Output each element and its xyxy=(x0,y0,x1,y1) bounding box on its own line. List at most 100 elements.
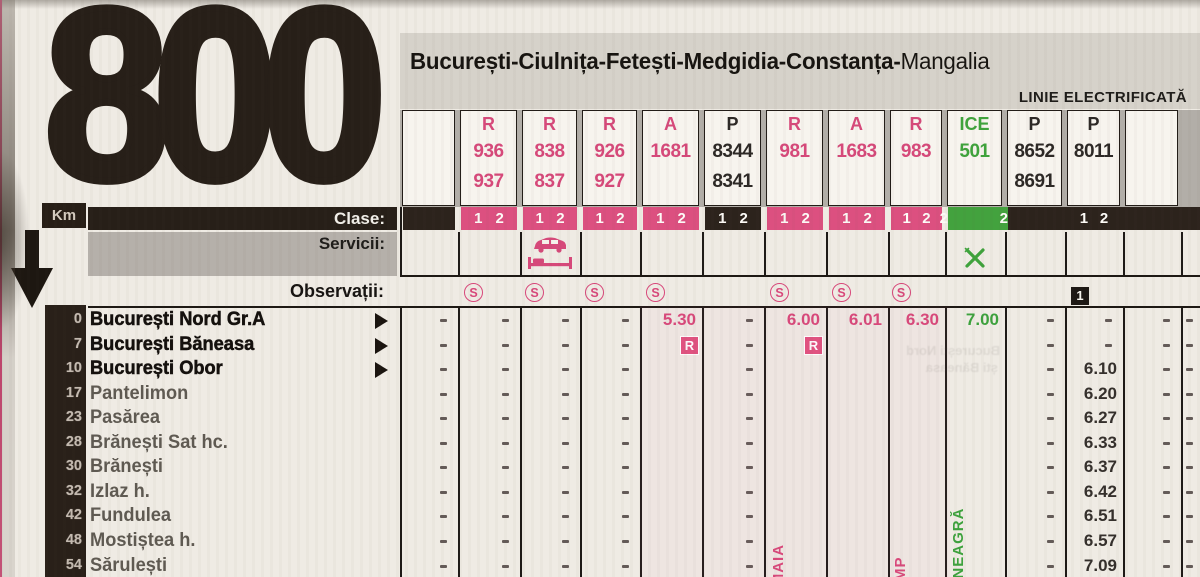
no-stop-dash xyxy=(622,392,629,396)
km-strip xyxy=(45,305,86,577)
no-stop-dash xyxy=(746,368,753,372)
no-stop-dash xyxy=(562,392,569,396)
column-rule xyxy=(520,232,522,276)
column-rule xyxy=(1123,306,1125,577)
no-stop-dash xyxy=(1186,319,1193,322)
no-stop-dash xyxy=(502,343,509,347)
clase-value: 2 xyxy=(922,210,931,227)
no-stop-dash xyxy=(746,441,753,445)
observation-s-symbol: S xyxy=(832,283,851,302)
no-stop-dash xyxy=(1163,441,1170,445)
train-number: 937 xyxy=(473,171,504,192)
column-rule xyxy=(458,232,460,276)
column-rule xyxy=(1181,232,1183,276)
train-number: 8011 xyxy=(1073,141,1114,162)
departure-time: 6.42 xyxy=(1083,481,1117,501)
no-stop-dash xyxy=(1047,319,1054,322)
scan-tint xyxy=(640,306,950,577)
train-number: 501 xyxy=(959,141,990,162)
station-km: 28 xyxy=(65,433,82,450)
no-stop-dash xyxy=(622,564,629,568)
no-stop-dash xyxy=(1047,564,1054,568)
no-stop-dash xyxy=(562,417,569,421)
no-stop-dash xyxy=(440,515,447,519)
no-stop-dash xyxy=(1186,515,1193,519)
no-stop-dash xyxy=(502,539,509,543)
no-stop-dash xyxy=(1105,343,1112,347)
station-km: 48 xyxy=(65,531,82,548)
route-title: București-Ciulnița-Fetești-Medgidia-Cons… xyxy=(410,48,990,75)
no-stop-dash xyxy=(440,392,447,396)
scan-left-edge xyxy=(0,0,15,577)
no-stop-dash xyxy=(1047,515,1054,519)
continuation-arrow-icon xyxy=(375,337,388,354)
no-stop-dash xyxy=(1163,515,1170,519)
column-rule xyxy=(764,306,766,577)
train-number: 927 xyxy=(594,171,625,192)
station-name: Brănești xyxy=(90,456,163,478)
clase-value: 1 xyxy=(535,210,544,227)
station-km: 42 xyxy=(65,507,82,524)
no-stop-dash xyxy=(562,539,569,543)
train-number: 837 xyxy=(534,171,565,192)
no-stop-dash xyxy=(746,319,753,322)
no-stop-dash xyxy=(1163,539,1170,543)
departure-time: 6.51 xyxy=(1083,506,1117,526)
no-stop-dash xyxy=(1105,319,1112,322)
station-km: 23 xyxy=(65,409,82,426)
no-stop-dash xyxy=(440,490,447,494)
clase-value: 2 xyxy=(1099,210,1109,227)
column-rule xyxy=(580,306,582,577)
sleeping-car-icon xyxy=(528,257,572,269)
train-number: 981 xyxy=(779,141,810,162)
reservation-required-icon: R xyxy=(804,336,823,355)
no-stop-dash xyxy=(502,319,509,322)
no-stop-dash xyxy=(502,441,509,445)
clase-cell xyxy=(403,207,455,230)
no-stop-dash xyxy=(746,564,753,568)
no-stop-dash xyxy=(440,343,447,347)
departure-time: 6.57 xyxy=(1083,530,1117,550)
column-rule xyxy=(1065,232,1067,276)
train-column-header xyxy=(1125,110,1178,206)
no-stop-dash xyxy=(1163,490,1170,494)
station-km: 32 xyxy=(65,482,82,499)
column-rule xyxy=(1005,232,1007,276)
no-stop-dash xyxy=(1047,539,1054,543)
departure-time: 6.33 xyxy=(1083,432,1117,452)
column-rule xyxy=(888,306,890,577)
observation-note-1: 1 xyxy=(1071,287,1089,305)
train-type: R xyxy=(788,114,801,134)
no-stop-dash xyxy=(1186,539,1193,543)
column-rule xyxy=(945,232,947,276)
train-type: A xyxy=(850,114,863,134)
continuation-arrow-icon xyxy=(375,313,388,329)
no-stop-dash xyxy=(1047,466,1054,470)
servicii-label: Servicii: xyxy=(88,232,397,276)
train-number: 936 xyxy=(473,141,504,162)
clase-value: 1 xyxy=(902,210,911,227)
train-column-header: R 936 937 xyxy=(460,110,517,206)
train-type: P xyxy=(1028,114,1041,134)
no-stop-dash xyxy=(562,564,569,568)
clase-value: 2 xyxy=(677,210,686,227)
no-stop-dash xyxy=(562,368,569,372)
no-stop-dash xyxy=(502,515,509,519)
clase-value: 1 xyxy=(842,210,851,227)
train-name-vertical: NEAGRĂ xyxy=(950,507,967,577)
no-stop-dash xyxy=(562,441,569,445)
station-km: 17 xyxy=(65,384,82,401)
train-number: 1683 xyxy=(836,141,877,162)
train-number: 926 xyxy=(594,141,625,162)
train-column-header xyxy=(402,110,455,206)
no-stop-dash xyxy=(502,417,509,421)
column-rule xyxy=(1005,306,1007,577)
column-rule xyxy=(888,232,890,276)
train-number: 983 xyxy=(900,141,932,162)
no-stop-dash xyxy=(1163,392,1170,396)
no-stop-dash xyxy=(440,441,447,445)
